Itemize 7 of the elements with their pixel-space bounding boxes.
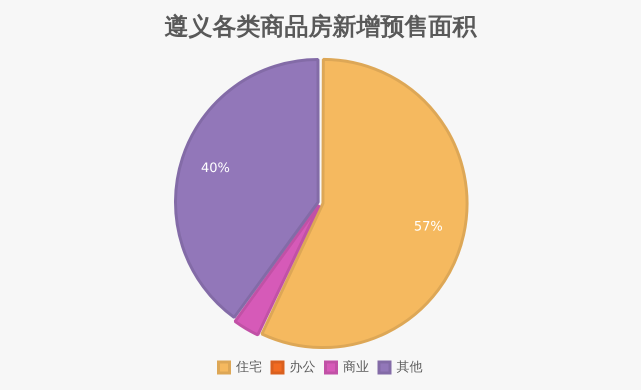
legend-label: 住宅	[235, 358, 262, 375]
chart-title: 遵义各类商品房新增预售面积	[164, 12, 478, 41]
legend-label: 其他	[396, 360, 422, 375]
legend-label: 商业	[343, 360, 369, 375]
data-label: 40%	[201, 161, 230, 176]
legend-label: 办公	[290, 360, 316, 375]
data-label: 57%	[414, 219, 443, 234]
